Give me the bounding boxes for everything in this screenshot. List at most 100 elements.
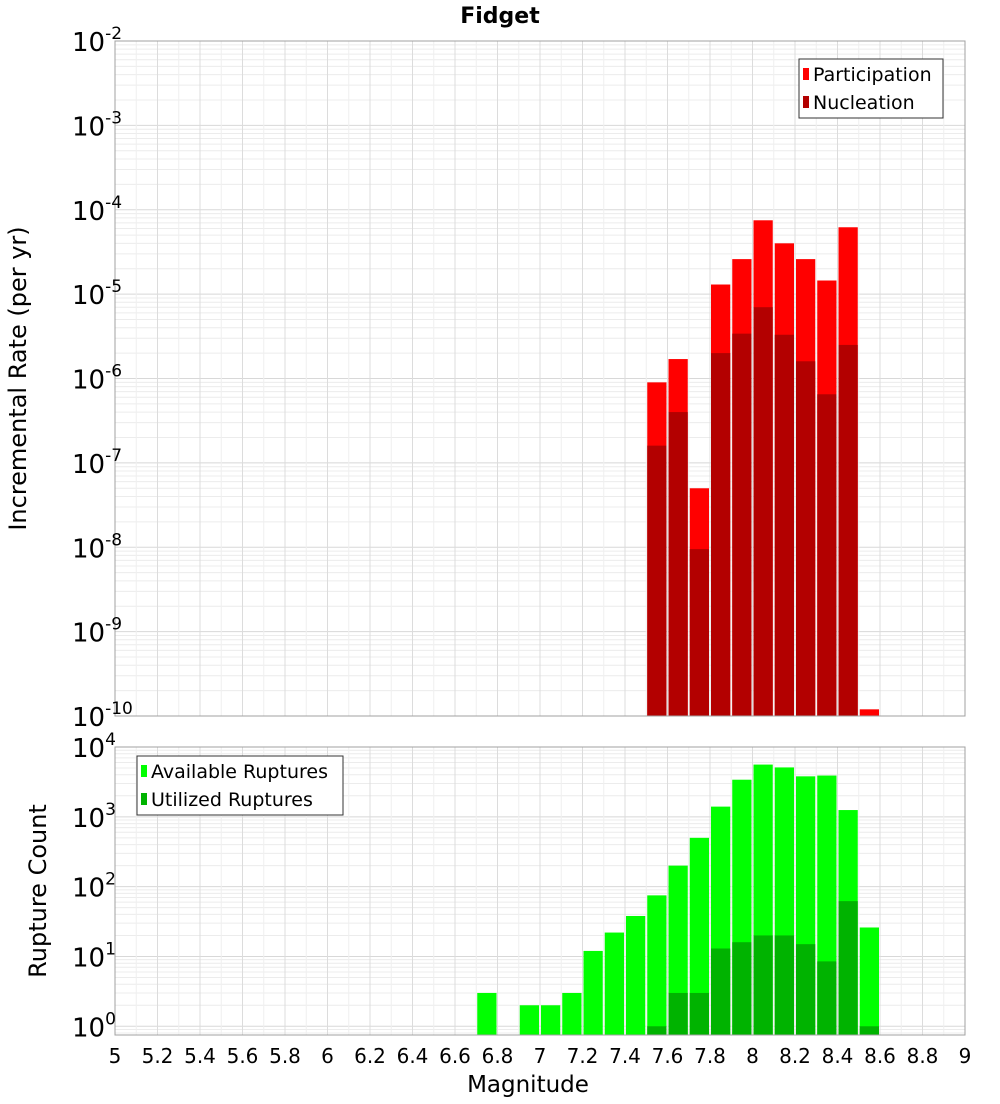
y-tick-base: 10 [72,197,105,227]
bar-back-17 [859,927,879,1035]
y-tick-label: 10-3 [72,108,122,142]
legend-box [136,755,344,816]
bar-front-8 [817,961,837,1035]
y-tick-exponent: -7 [105,446,122,466]
bar-front-5 [753,307,773,716]
legend-label-1: Utilized Ruptures [151,789,313,811]
y-tick-base: 10 [72,366,105,396]
bar-back-9 [689,837,709,1035]
x-tick-label: 8.6 [864,1044,896,1068]
y-tick-base: 10 [72,450,105,480]
legend-swatch-1 [141,793,147,805]
y-tick-base: 10 [72,534,105,564]
bar-front-0 [647,445,667,716]
y-tick-exponent: -9 [105,615,122,635]
chart-title: Fidget [460,4,540,29]
bar-front-10 [859,1026,879,1035]
y-tick-label: 10-10 [72,699,133,733]
x-tick-label: 5.6 [227,1044,259,1068]
plot-border [114,40,966,717]
x-tick-label: 6.2 [354,1044,386,1068]
bar-back-4 [583,950,603,1035]
bar-back-0 [477,992,497,1035]
y-tick-base: 10 [72,874,105,904]
legend-label-0: Available Ruptures [151,761,328,783]
y-tick-base: 10 [72,804,105,834]
x-tick-label: 6.6 [439,1044,471,1068]
bar-front-0 [647,1026,667,1035]
bar-front-7 [796,944,816,1035]
bar-back-6 [626,915,646,1035]
y-tick-exponent: 3 [105,800,116,820]
y-tick-label: 10-4 [72,193,122,227]
x-tick-label: 6.8 [482,1044,514,1068]
y-tick-label: 102 [72,870,116,904]
y-tick-base: 10 [72,734,105,764]
bar-front-2 [689,549,709,716]
bar-back-3 [562,992,582,1035]
y-tick-label: 10-6 [72,362,122,396]
y-tick-base: 10 [72,1013,105,1043]
bar-front-7 [796,361,816,716]
bar-front-1 [668,992,688,1035]
y-tick-exponent: 0 [105,1009,116,1029]
bar-front-9 [838,901,858,1035]
x-tick-label: 5 [109,1044,122,1068]
y-tick-label: 10-9 [72,615,122,649]
x-tick-label: 7.6 [652,1044,684,1068]
x-tick-label: 8 [746,1044,759,1068]
chart-panel-0: 10-1010-910-810-710-610-510-410-310-2Inc… [4,4,966,733]
y-tick-exponent: -4 [105,193,122,213]
bar-back-8 [668,865,688,1035]
legend-label-0: Participation [813,64,932,86]
y-tick-label: 10-2 [72,24,122,58]
legend-swatch-0 [141,765,147,777]
x-tick-label: 7 [534,1044,547,1068]
y-tick-exponent: -10 [105,699,133,719]
bar-front-6 [774,334,794,716]
y-tick-label: 10-8 [72,530,122,564]
bar-front-1 [668,412,688,716]
bar-back-5 [604,932,624,1035]
x-tick-label: 7.2 [567,1044,599,1068]
x-tick-label: 8.4 [822,1044,854,1068]
x-axis-label: Magnitude [467,1072,589,1098]
bar-front-9 [838,344,858,716]
legend-box [798,58,944,119]
y-tick-label: 10-7 [72,446,122,480]
bar-back-1 [519,1005,539,1035]
y-tick-exponent: -8 [105,530,122,550]
y-tick-base: 10 [72,619,105,649]
bar-back-10 [859,709,879,716]
y-tick-exponent: -3 [105,108,122,128]
x-tick-label: 6 [321,1044,334,1068]
bar-back-2 [541,1005,561,1035]
y-axis-label: Incremental Rate (per yr) [4,226,32,530]
y-tick-exponent: -2 [105,24,122,44]
y-tick-base: 10 [72,112,105,142]
y-tick-exponent: 1 [105,939,116,959]
x-tick-label: 5.8 [269,1044,301,1068]
x-tick-label: 8.2 [779,1044,811,1068]
x-tick-label: 5.2 [142,1044,174,1068]
y-tick-base: 10 [72,281,105,311]
x-tick-label: 8.8 [907,1044,939,1068]
bar-front-6 [774,935,794,1035]
x-tick-label: 7.4 [609,1044,641,1068]
bar-front-4 [732,333,752,716]
y-tick-base: 10 [72,703,105,733]
bar-front-2 [689,992,709,1035]
legend: Participation Nucleation [798,58,944,119]
legend-swatch-1 [803,96,809,108]
x-tick-label: 9 [959,1044,972,1068]
y-tick-base: 10 [72,28,105,58]
y-tick-label: 100 [72,1009,116,1043]
bar-front-3 [711,948,731,1035]
bar-front-3 [711,353,731,716]
bar-front-5 [753,935,773,1035]
y-tick-label: 103 [72,800,116,834]
x-tick-label: 7.8 [694,1044,726,1068]
bar-front-8 [817,394,837,716]
y-tick-exponent: 4 [105,730,116,750]
